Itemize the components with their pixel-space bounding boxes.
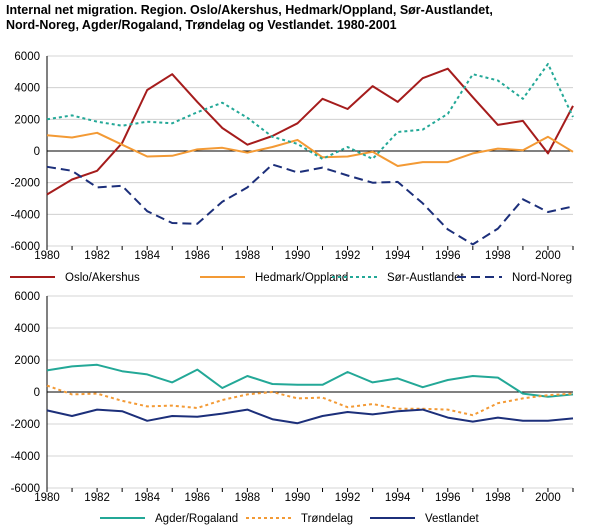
x-tick-label: 1996 (435, 492, 461, 504)
chart-title-line-1: Internal net migration. Region. Oslo/Ake… (6, 3, 493, 17)
x-tick-label: 1992 (335, 250, 361, 262)
legend-label: Trøndelag (301, 513, 353, 525)
x-tick-label: 2000 (535, 250, 561, 262)
y-tick-label: 2000 (14, 114, 40, 126)
legend-label: Agder/Rogaland (155, 513, 238, 525)
x-tick-label: 1984 (134, 492, 160, 504)
chart-title-line-2: Nord-Noreg, Agder/Rogaland, Trøndelag og… (6, 18, 397, 32)
x-tick-label: 1980 (34, 250, 60, 262)
legend-label: Vestlandet (425, 513, 480, 525)
x-tick-label: 1984 (134, 250, 160, 262)
x-tick-label: 1982 (84, 492, 110, 504)
y-tick-label: -2000 (11, 178, 40, 190)
chart-1: -6000 -4000 -2000 0 2000 4000 6000 1980 1982 1984… (10, 51, 574, 284)
x-tick-label: 1982 (84, 250, 110, 262)
series-line-oslo-akershus (46, 67, 574, 196)
legend-label: Sør-Austlandet (387, 272, 465, 284)
x-tick-label: 1988 (235, 492, 261, 504)
series-line-hedmark-oppland (46, 131, 574, 167)
x-tick-label: 1986 (184, 492, 210, 504)
x-tick-label: 1996 (435, 250, 461, 262)
y-tick-label: 4000 (14, 83, 40, 95)
y-tick-label: -4000 (11, 451, 40, 463)
series-line-s-r-austlandet (46, 62, 574, 160)
x-tick-label: 1994 (385, 250, 411, 262)
series-line-tr-ndelag (46, 384, 574, 417)
legend-label: Oslo/Akershus (65, 272, 140, 284)
y-tick-label: 4000 (14, 323, 40, 335)
x-tick-label: 1998 (485, 250, 511, 262)
chart-title: Internal net migration. Region. Oslo/Ake… (6, 3, 586, 33)
x-tick-label: 2000 (535, 492, 561, 504)
series-line-agder-rogaland (46, 363, 574, 398)
y-tick-label: 0 (34, 146, 40, 158)
legend-label: Nord-Noreg (512, 272, 572, 284)
series-line-nord-noreg (46, 163, 574, 246)
y-tick-label: -6000 (11, 483, 40, 495)
x-tick-label: 1998 (485, 492, 511, 504)
x-tick-label: 1992 (335, 492, 361, 504)
series-line-vestlandet (46, 408, 574, 425)
y-tick-label: -6000 (11, 241, 40, 253)
y-tick-label: -4000 (11, 209, 40, 221)
chart-2: -6000 -4000 -2000 0 2000 4000 6000 1980 1982 1984… (11, 291, 574, 525)
y-tick-label: 6000 (14, 51, 40, 63)
y-tick-label: 2000 (14, 355, 40, 367)
x-tick-label: 1994 (385, 492, 411, 504)
legend-label: Hedmark/Oppland (255, 272, 348, 284)
y-tick-label: -2000 (11, 419, 40, 431)
y-tick-label: 6000 (14, 291, 40, 303)
x-tick-label: 1986 (184, 250, 210, 262)
x-tick-label: 1980 (34, 492, 60, 504)
y-tick-label: 0 (34, 387, 40, 399)
x-tick-label: 1990 (285, 250, 311, 262)
x-tick-label: 1988 (235, 250, 261, 262)
x-tick-label: 1990 (285, 492, 311, 504)
